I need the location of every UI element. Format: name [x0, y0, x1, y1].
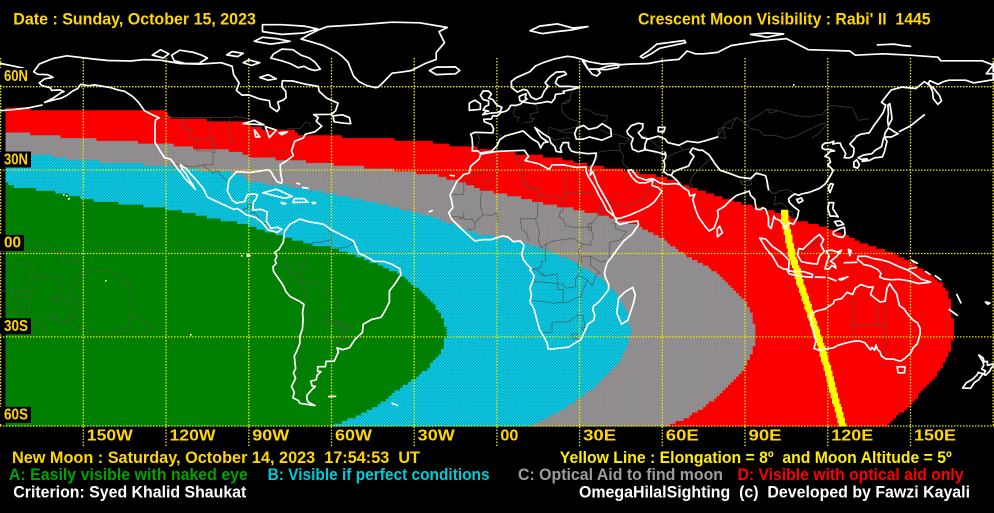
- svg-text:60S: 60S: [4, 407, 28, 424]
- svg-text:Yellow Line : Elongation = 8º: Yellow Line : Elongation = 8º and Moon A…: [560, 449, 952, 467]
- svg-text:OmegaHilalSighting (c) Devel: OmegaHilalSighting (c) Developed by Fawz…: [579, 484, 970, 502]
- svg-text:00: 00: [4, 235, 21, 252]
- svg-text:Crescent Moon Visibility : Rab: Crescent Moon Visibility : Rabi' II 1445: [638, 10, 931, 29]
- svg-text:150E: 150E: [914, 427, 956, 444]
- svg-text:120E: 120E: [831, 427, 873, 444]
- svg-text:A: Easily visible with naked e: A: Easily visible with naked eye: [9, 466, 248, 484]
- svg-text:Criterion: Syed Khalid Shaukat: Criterion: Syed Khalid Shaukat: [13, 484, 246, 502]
- svg-text:00: 00: [500, 427, 518, 444]
- svg-text:New Moon : Saturday, October 1: New Moon : Saturday, October 14, 2023 17…: [12, 449, 420, 467]
- svg-text:C: Optical Aid to find moon: C: Optical Aid to find moon: [518, 466, 723, 484]
- svg-text:150W: 150W: [87, 427, 134, 444]
- svg-text:120W: 120W: [170, 427, 217, 444]
- svg-text:60E: 60E: [666, 427, 699, 444]
- svg-text:60N: 60N: [4, 68, 28, 85]
- svg-text:60W: 60W: [335, 427, 373, 444]
- svg-text:Date : Sunday, October 15, 202: Date : Sunday, October 15, 2023: [13, 10, 256, 29]
- svg-text:30E: 30E: [583, 427, 616, 444]
- svg-text:30S: 30S: [4, 318, 28, 335]
- svg-text:30W: 30W: [418, 427, 456, 444]
- svg-text:90E: 90E: [749, 427, 782, 444]
- svg-text:B: Visible if perfect conditio: B: Visible if perfect conditions: [268, 466, 490, 484]
- svg-text:30N: 30N: [4, 151, 28, 168]
- svg-text:D: Visible with optical aid on: D: Visible with optical aid only: [738, 466, 965, 484]
- svg-text:90W: 90W: [252, 427, 290, 444]
